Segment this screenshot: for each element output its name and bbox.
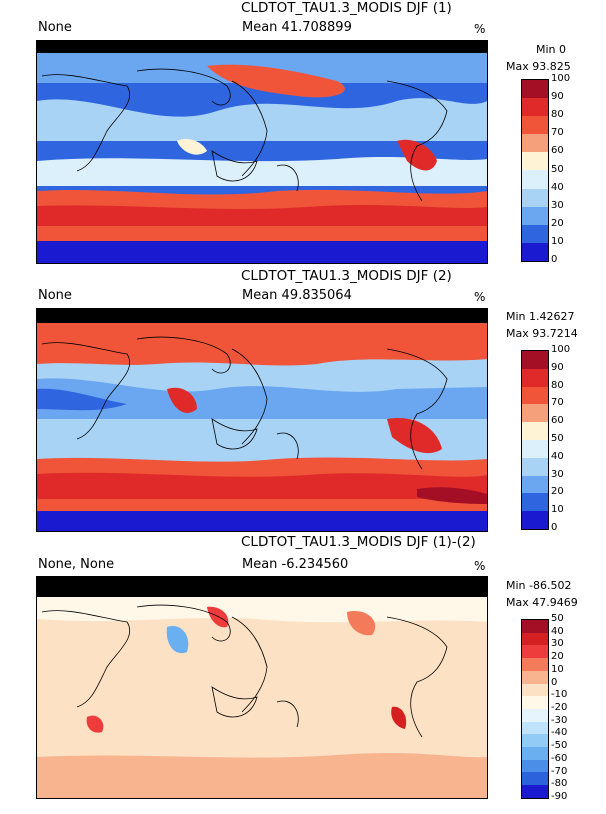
colorbar-swatch (522, 658, 548, 671)
colorbar-tick-label: 70 (551, 397, 564, 409)
colorbar-swatch (522, 404, 548, 423)
colorbar-swatch (522, 721, 548, 735)
colorbar-swatch (522, 683, 548, 697)
colorbar-tick-label: -30 (551, 714, 568, 726)
colorbar-tick-label: 90 (551, 361, 564, 373)
colorbar-tick-label: 40 (551, 625, 564, 637)
colorbar-tick-label: 80 (551, 109, 564, 121)
panel-title: CLDTOT_TAU1.3_MODIS DJF (2) (241, 268, 452, 284)
colorbar-swatch (522, 670, 548, 684)
colorbar-tick-label: 100 (551, 73, 571, 84)
map-plot (36, 308, 488, 532)
colorbar-swatch (522, 734, 548, 748)
colorbar-tick-label: 60 (551, 415, 564, 427)
colorbar-swatch (522, 80, 548, 99)
panel-left-label: None (38, 288, 72, 303)
colorbar-swatch (522, 368, 548, 387)
colorbar-tick-label: 100 (551, 344, 571, 355)
colorbar-tick-label: 20 (551, 651, 564, 663)
map-panel-3: CLDTOT_TAU1.3_MODIS DJF (1)-(2) None, No… (0, 534, 606, 814)
panel-unit-label: % (474, 290, 486, 304)
panel-mean-label: Mean 41.708899 (242, 20, 352, 35)
colorbar-swatch (522, 351, 548, 369)
max-label: Max 93.825 (506, 60, 571, 73)
colorbar-swatch (522, 206, 548, 225)
colorbar (521, 79, 549, 262)
colorbar-swatch (522, 772, 548, 786)
min-label: Min 0 (535, 43, 566, 56)
colorbar-swatch (522, 785, 548, 798)
colorbar-swatch (522, 493, 548, 512)
colorbar-swatch (522, 645, 548, 659)
panel-unit-label: % (474, 22, 486, 36)
colorbar-tick-label: 30 (551, 638, 564, 650)
colorbar-swatch (522, 759, 548, 773)
colorbar-tick-label: -20 (551, 702, 568, 713)
colorbar-tick-label: -70 (551, 765, 568, 777)
colorbar-tick-label: 0 (551, 522, 558, 533)
colorbar-tick-label: 0 (551, 254, 558, 265)
colorbar-tick-label: 70 (551, 127, 564, 139)
colorbar-swatch (522, 98, 548, 117)
panel-left-label: None, None (38, 557, 115, 572)
colorbar-tick-label: 10 (551, 663, 564, 675)
colorbar-tick-label: 40 (551, 450, 564, 462)
colorbar-swatch (522, 422, 548, 440)
colorbar (521, 350, 549, 530)
colorbar-tick-label: -40 (551, 727, 568, 739)
colorbar-tick-label: -80 (551, 778, 568, 790)
panel-mean-label: Mean 49.835064 (242, 288, 352, 303)
panel-title: CLDTOT_TAU1.3_MODIS DJF (1) (241, 0, 452, 16)
colorbar-tick-label: -60 (551, 752, 568, 764)
colorbar-tick-label: 30 (551, 468, 564, 480)
colorbar-tick-label: 50 (551, 163, 564, 175)
colorbar (521, 619, 549, 799)
colorbar-swatch (522, 511, 548, 529)
colorbar-tick-label: 0 (551, 676, 558, 688)
colorbar-swatch (522, 620, 548, 633)
colorbar-swatch (522, 747, 548, 760)
colorbar-tick-label: 50 (551, 433, 564, 444)
colorbar-tick-label: -10 (551, 689, 568, 701)
colorbar-swatch (522, 224, 548, 243)
colorbar-tick-label: 30 (551, 199, 564, 211)
colorbar-swatch (522, 188, 548, 207)
colorbar-swatch (522, 116, 548, 135)
colorbar-tick-label: -90 (551, 791, 568, 802)
min-label: Min 1.42627 (506, 310, 575, 323)
colorbar-swatch (522, 708, 548, 722)
map-plot (36, 576, 488, 799)
colorbar-tick-label: 50 (551, 613, 564, 624)
panel-unit-label: % (474, 559, 486, 573)
min-label: Min -86.502 (506, 579, 572, 592)
max-label: Max 93.7214 (506, 327, 578, 340)
colorbar-swatch (522, 152, 548, 171)
map-panel-1: CLDTOT_TAU1.3_MODIS DJF (1) None Mean 41… (0, 0, 606, 272)
colorbar-swatch (522, 632, 548, 646)
panel-left-label: None (38, 20, 72, 35)
colorbar-tick-label: 60 (551, 145, 564, 157)
colorbar-swatch (522, 696, 548, 709)
colorbar-swatch (522, 457, 548, 476)
colorbar-tick-label: -50 (551, 740, 568, 752)
colorbar-tick-label: 10 (551, 504, 564, 516)
colorbar-swatch (522, 439, 548, 458)
panel-title: CLDTOT_TAU1.3_MODIS DJF (1)-(2) (241, 534, 476, 550)
map-plot (36, 40, 488, 264)
map-panel-2: CLDTOT_TAU1.3_MODIS DJF (2) None Mean 49… (0, 268, 606, 540)
panel-mean-label: Mean -6.234560 (242, 557, 349, 572)
colorbar-tick-label: 20 (551, 217, 564, 229)
colorbar-tick-label: 40 (551, 181, 564, 193)
max-label: Max 47.9469 (506, 596, 578, 609)
colorbar-swatch (522, 475, 548, 494)
colorbar-tick-label: 90 (551, 91, 564, 103)
colorbar-swatch (522, 170, 548, 189)
colorbar-swatch (522, 386, 548, 405)
colorbar-tick-label: 80 (551, 379, 564, 391)
colorbar-tick-label: 10 (551, 235, 564, 247)
colorbar-swatch (522, 242, 548, 261)
colorbar-tick-label: 20 (551, 486, 564, 498)
colorbar-swatch (522, 134, 548, 153)
